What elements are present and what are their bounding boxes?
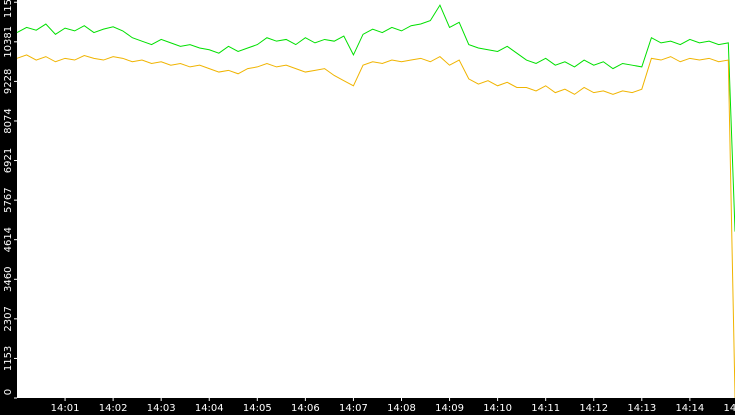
y-tick-label: 0 [3, 389, 14, 395]
x-tick-label: 14:13 [627, 403, 656, 414]
x-tick-label: 14:04 [195, 403, 224, 414]
y-tick-label: 11535 [3, 0, 14, 18]
y-tick-label: 9228 [3, 69, 14, 94]
x-tick-label: 14:02 [99, 403, 128, 414]
x-tick-label: 14:01 [51, 403, 80, 414]
x-tick-label: 14:03 [147, 403, 176, 414]
y-tick-label: 8074 [3, 108, 14, 133]
x-axis-band [0, 398, 735, 415]
x-tick-label: 14:15 [724, 403, 735, 414]
y-tick-label: 1153 [3, 346, 14, 371]
x-tick-label: 14:06 [291, 403, 320, 414]
x-tick-label: 14:08 [387, 403, 416, 414]
y-tick-label: 10381 [3, 26, 14, 58]
y-axis-band [0, 0, 17, 415]
y-tick-label: 2307 [3, 306, 14, 331]
x-tick-label: 14:12 [579, 403, 608, 414]
x-tick-label: 14:14 [675, 403, 704, 414]
y-tick-label: 3460 [3, 267, 14, 292]
x-tick-label: 14:09 [435, 403, 464, 414]
y-tick-label: 6921 [3, 148, 14, 173]
x-tick-label: 14:07 [339, 403, 368, 414]
series-line [16, 54, 735, 399]
x-tick-label: 14:11 [531, 403, 560, 414]
x-tick-label: 14:10 [483, 403, 512, 414]
series-line [16, 4, 735, 232]
x-tick-label: 14:05 [243, 403, 272, 414]
y-tick-label: 4614 [3, 227, 14, 252]
y-tick-label: 5767 [3, 187, 14, 212]
